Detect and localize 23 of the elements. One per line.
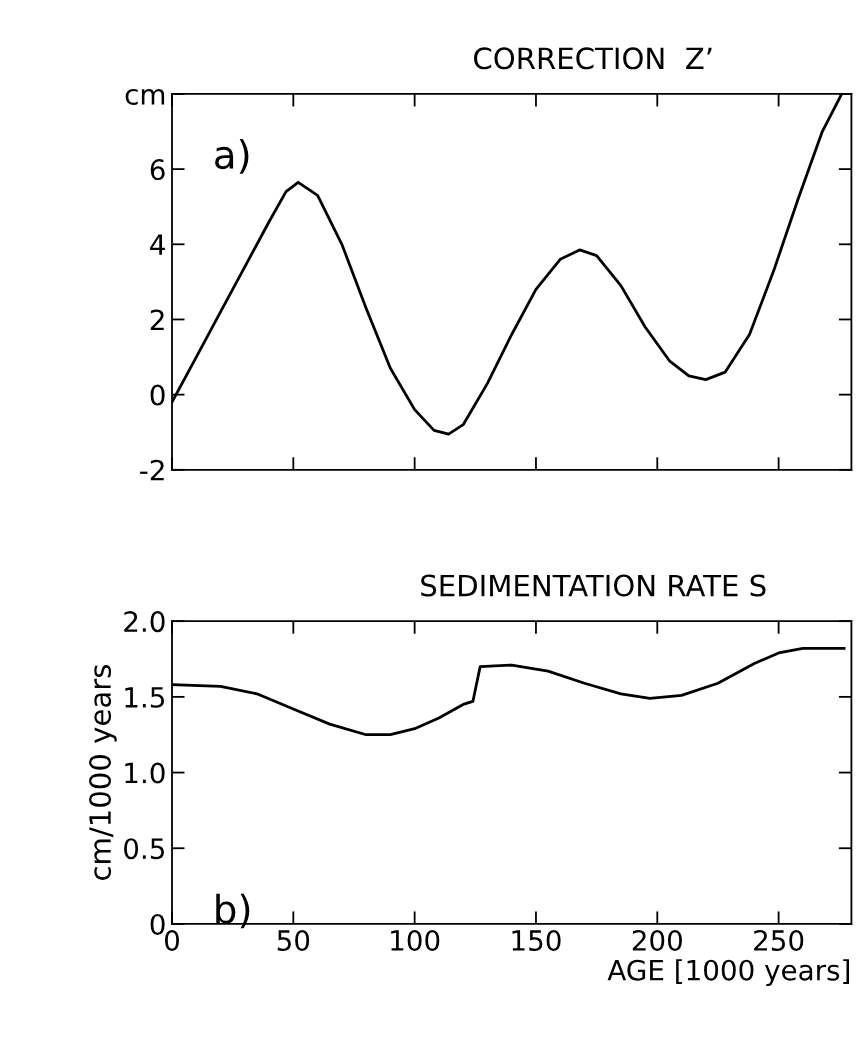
x-tick-label: 150: [512, 929, 561, 951]
y-tick-label: 1.5: [125, 687, 165, 708]
annotation: b): [216, 893, 250, 929]
y-tick-label: 0.5: [124, 838, 165, 860]
y-tick-label: 6: [150, 159, 165, 181]
y-tick-label: cm: [125, 88, 165, 105]
x-tick-label: 100: [391, 929, 440, 951]
x-tick-label: 200: [632, 929, 682, 951]
y-tick-label: 2.0: [124, 611, 165, 633]
y-tick-label: 2: [150, 309, 164, 331]
y-tick-label: 0: [150, 384, 165, 406]
x-tick-label: 0: [164, 929, 179, 951]
x-axis-title: AGE [1000 years]: [607, 959, 850, 987]
y-tick-label: 4: [150, 234, 165, 255]
y-axis-title: cm/1000 years: [89, 664, 117, 880]
chart-title: CORRECTION Z’: [474, 47, 712, 70]
y-tick-label: 0: [150, 913, 165, 935]
annotation: a): [215, 139, 249, 174]
x-tick-label: 50: [277, 929, 310, 951]
x-tick-label: 250: [754, 929, 804, 951]
y-tick-label: -2: [140, 459, 164, 481]
y-tick-label: 1.0: [125, 762, 165, 784]
chart-title: SEDIMENTATION RATE S: [421, 574, 766, 597]
